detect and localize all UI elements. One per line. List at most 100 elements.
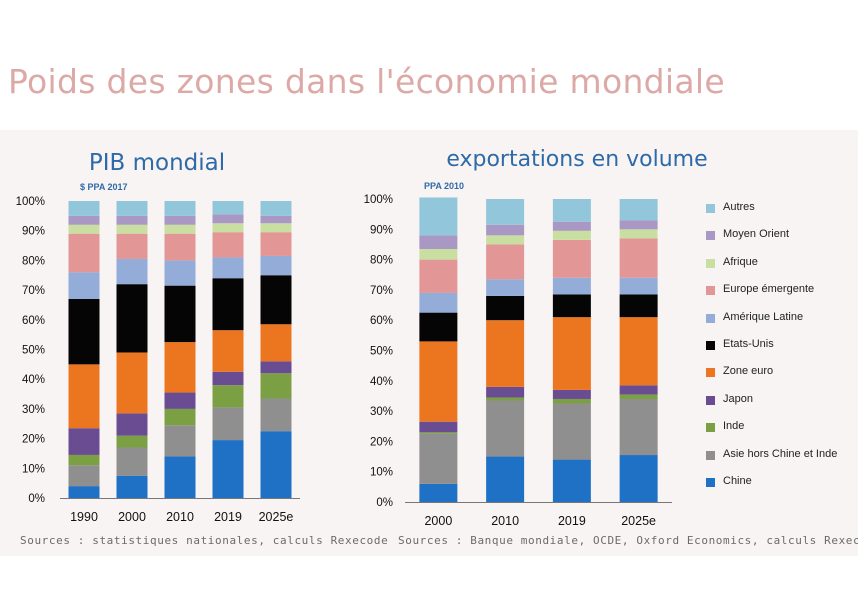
chart1-bar-inde-2000 bbox=[116, 435, 148, 448]
chart2-source: Sources : Banque mondiale, OCDE, Oxford … bbox=[398, 534, 858, 547]
legend-label: Asie hors Chine et Inde bbox=[723, 447, 838, 460]
legend-swatch bbox=[706, 204, 715, 213]
chart1-ytick-label: 60% bbox=[22, 315, 45, 327]
chart2-bar-autres-2000 bbox=[419, 197, 458, 236]
chart1-source: Sources : statistiques nationales, calcu… bbox=[20, 534, 389, 547]
chart1-bar-moyen-orient-2025e bbox=[260, 215, 292, 224]
chart2-bar-zone-euro-2010 bbox=[486, 320, 525, 387]
chart2-bar-asie-hors-chine-et-inde-2019 bbox=[552, 403, 591, 460]
chart1-bar-europe-emergente-2010 bbox=[164, 233, 196, 261]
chart1-bar-autres-2019 bbox=[212, 201, 244, 215]
legend-label: Moyen Orient bbox=[723, 228, 790, 241]
chart1-bar-inde-2025e bbox=[260, 373, 292, 399]
legend-label: Japon bbox=[723, 392, 753, 405]
chart2-bar-asie-hors-chine-et-inde-2025e bbox=[619, 398, 658, 456]
chart1-bar-asie-hors-chine-et-inde-2010 bbox=[164, 425, 196, 457]
chart1-bar-afrique-2019 bbox=[212, 223, 244, 233]
chart2-bar-moyen-orient-2010 bbox=[486, 224, 525, 236]
page-title: Poids des zones dans l'économie mondiale bbox=[8, 62, 725, 101]
chart2-bar-europe-emergente-2025e bbox=[619, 238, 658, 278]
chart1-bar-inde-1990 bbox=[68, 454, 100, 466]
chart1-bar-chine-2025e bbox=[260, 431, 292, 498]
chart-pib-mondial: PIB mondial $ PPA 2017 0% 10% 20% 30% 40% 50% 60… bbox=[16, 150, 300, 524]
chart1-bar-asie-hors-chine-et-inde-1990 bbox=[68, 465, 100, 487]
chart2-bar-europe-emergente-2000 bbox=[419, 259, 458, 293]
chart2-ytick-label: 100% bbox=[364, 194, 393, 206]
chart1-ytick-label: 20% bbox=[22, 434, 45, 446]
chart2-bar-inde-2019 bbox=[552, 398, 591, 404]
chart1-bar-moyen-orient-1990 bbox=[68, 215, 100, 225]
chart1-bar-afrique-2010 bbox=[164, 224, 196, 234]
chart1-bar-autres-2025e bbox=[260, 201, 292, 216]
legend-swatch bbox=[706, 450, 715, 460]
chart1-ytick-label: 70% bbox=[22, 285, 45, 297]
chart2-bar-asie-hors-chine-et-inde-2000 bbox=[419, 433, 458, 484]
chart1-xtick-2019: 2019 bbox=[214, 510, 242, 524]
chart2-ytick-label: 0% bbox=[376, 497, 393, 509]
chart1-bar-japon-2000 bbox=[116, 413, 148, 436]
chart2-bar-etats-unis-2025e bbox=[619, 294, 658, 318]
chart2-bar-etats-unis-2019 bbox=[552, 294, 591, 318]
chart1-bar-japon-2025e bbox=[260, 361, 292, 374]
chart1-bar-chine-2010 bbox=[164, 456, 196, 498]
chart2-bar-moyen-orient-2000 bbox=[419, 235, 458, 249]
chart2-ytick-label: 50% bbox=[370, 346, 393, 358]
chart2-bar-europe-emergente-2019 bbox=[552, 239, 591, 278]
chart1-bar-europe-emergente-1990 bbox=[68, 233, 100, 273]
chart1-bar-afrique-2025e bbox=[260, 223, 292, 233]
chart2-bar-japon-2010 bbox=[486, 386, 525, 398]
chart1-ytick-label: 40% bbox=[22, 374, 45, 386]
chart1-bar-zone-euro-1990 bbox=[68, 364, 100, 429]
chart2-bar-afrique-2019 bbox=[552, 230, 591, 240]
chart2-bar-afrique-2025e bbox=[619, 229, 658, 239]
chart2-xtick-2010: 2010 bbox=[491, 514, 519, 528]
legend-swatch bbox=[706, 395, 715, 405]
legend-label: Inde bbox=[723, 420, 745, 433]
chart1-bar-asie-hors-chine-et-inde-2019 bbox=[212, 407, 244, 441]
chart1-bar-zone-euro-2019 bbox=[212, 330, 244, 372]
chart2-bar-moyen-orient-2019 bbox=[552, 221, 591, 231]
chart2-xtick-2019: 2019 bbox=[558, 514, 586, 528]
chart1-bar-afrique-1990 bbox=[68, 224, 100, 234]
legend-swatch bbox=[706, 423, 715, 433]
chart1-title: PIB mondial bbox=[89, 150, 225, 176]
legend-swatch bbox=[706, 341, 715, 350]
legend-swatch bbox=[706, 258, 715, 268]
chart2-bar-zone-euro-2025e bbox=[619, 317, 658, 386]
chart1-bar-amerique-latine-2010 bbox=[164, 260, 196, 286]
chart-exportations-volume: exportations en volume PPA 2010 0% 10% 20% 30… bbox=[364, 147, 708, 528]
legend-swatch bbox=[706, 368, 715, 378]
legend-label: Amérique Latine bbox=[723, 310, 804, 323]
chart1-bar-autres-1990 bbox=[68, 201, 100, 216]
chart1-bar-moyen-orient-2000 bbox=[116, 215, 148, 225]
chart1-bar-zone-euro-2000 bbox=[116, 352, 148, 414]
chart2-bar-etats-unis-2000 bbox=[419, 312, 458, 342]
chart1-bar-moyen-orient-2019 bbox=[212, 214, 244, 224]
chart2-subtitle: PPA 2010 bbox=[424, 181, 464, 191]
chart2-bar-afrique-2010 bbox=[486, 235, 525, 245]
chart1-bar-chine-2000 bbox=[116, 475, 148, 498]
chart1-bar-etats-unis-2025e bbox=[260, 275, 292, 325]
chart2-bar-japon-2025e bbox=[619, 385, 658, 395]
chart1-bar-asie-hors-chine-et-inde-2000 bbox=[116, 447, 148, 476]
chart1-ytick-label: 0% bbox=[28, 493, 45, 505]
chart2-bar-asie-hors-chine-et-inde-2010 bbox=[486, 400, 525, 457]
chart1-subtitle: $ PPA 2017 bbox=[80, 182, 128, 192]
chart2-xtick-2000: 2000 bbox=[424, 514, 452, 528]
legend-label: Chine bbox=[723, 475, 752, 487]
chart1-xtick-1990: 1990 bbox=[70, 510, 98, 524]
chart1-bar-europe-emergente-2000 bbox=[116, 233, 148, 259]
legend-label: Autres bbox=[723, 201, 755, 213]
chart2-bar-europe-emergente-2010 bbox=[486, 244, 525, 280]
chart1-bar-amerique-latine-1990 bbox=[68, 272, 100, 300]
chart1-bar-chine-2019 bbox=[212, 440, 244, 498]
chart1-bar-europe-emergente-2019 bbox=[212, 232, 244, 258]
chart2-ytick-label: 70% bbox=[370, 285, 393, 297]
chart2-ytick-label: 10% bbox=[370, 467, 393, 479]
chart1-bar-etats-unis-1990 bbox=[68, 299, 100, 365]
legend-swatch bbox=[706, 286, 715, 296]
chart1-bar-inde-2019 bbox=[212, 385, 244, 408]
chart2-bar-japon-2019 bbox=[552, 389, 591, 399]
chart1-ytick-label: 30% bbox=[22, 404, 45, 416]
legend-label: Etats-Unis bbox=[723, 338, 774, 350]
